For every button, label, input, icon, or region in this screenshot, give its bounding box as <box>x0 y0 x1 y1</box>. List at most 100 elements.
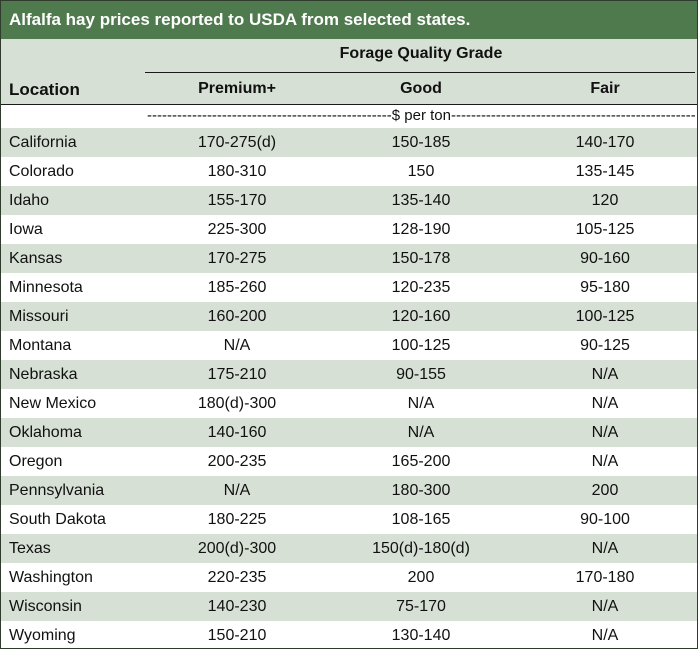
table-row: California 170-275(d) 150-185 140-170 <box>1 128 697 157</box>
column-header-premium: Premium+ <box>198 80 276 97</box>
cell-premium: 180(d)-300 <box>197 395 277 412</box>
cell-good: 130-140 <box>391 627 451 644</box>
cell-location: South Dakota <box>9 511 106 528</box>
cell-location: Montana <box>9 337 72 354</box>
cell-good: 120-160 <box>391 308 451 325</box>
cell-fair: N/A <box>591 424 619 441</box>
cell-fair: 90-125 <box>580 337 630 354</box>
cell-good: 165-200 <box>391 453 451 470</box>
cell-fair: N/A <box>591 453 619 470</box>
header-rule <box>1 104 697 105</box>
table-row: Wisconsin 140-230 75-170 N/A <box>1 592 697 621</box>
table-row: Kansas 170-275 150-178 90-160 <box>1 244 697 273</box>
cell-good: 120-235 <box>391 279 451 296</box>
cell-fair: N/A <box>591 598 619 615</box>
unit-label: ----------------------------------------… <box>147 107 695 124</box>
cell-fair: N/A <box>591 366 619 383</box>
cell-location: Nebraska <box>9 366 78 383</box>
cell-good: 180-300 <box>391 482 451 499</box>
cell-premium: 150-210 <box>207 627 267 644</box>
cell-location: Pennsylvania <box>9 482 105 499</box>
cell-good: N/A <box>407 395 435 412</box>
table-row: South Dakota 180-225 108-165 90-100 <box>1 505 697 534</box>
column-header-good: Good <box>400 80 442 97</box>
cell-location: Washington <box>9 569 93 586</box>
cell-fair: 90-160 <box>580 250 630 267</box>
cell-location: Wisconsin <box>9 598 82 615</box>
cell-fair: 200 <box>591 482 619 499</box>
table-row: Texas 200(d)-300 150(d)-180(d) N/A <box>1 534 697 563</box>
cell-premium: 180-225 <box>207 511 267 528</box>
cell-location: California <box>9 134 77 151</box>
cell-location: Minnesota <box>9 279 83 296</box>
unit-row <box>1 105 697 127</box>
cell-location: Iowa <box>9 221 43 238</box>
cell-good: 100-125 <box>391 337 451 354</box>
cell-fair: 105-125 <box>575 221 635 238</box>
cell-premium: 170-275(d) <box>197 134 277 151</box>
cell-location: Texas <box>9 540 51 557</box>
table-row: Missouri 160-200 120-160 100-125 <box>1 302 697 331</box>
column-header-location: Location <box>9 80 80 99</box>
group-header: Forage Quality Grade <box>339 45 503 62</box>
cell-good: 90-155 <box>396 366 446 383</box>
cell-good: 135-140 <box>391 192 451 209</box>
cell-premium: 220-235 <box>207 569 267 586</box>
table-row: Washington 220-235 200 170-180 <box>1 563 697 592</box>
table-body: California 170-275(d) 150-185 140-170 Colora… <box>1 128 697 650</box>
cell-fair: N/A <box>591 540 619 557</box>
cell-fair: N/A <box>591 627 619 644</box>
cell-good: N/A <box>407 424 435 441</box>
cell-location: Idaho <box>9 192 50 209</box>
cell-premium: 160-200 <box>207 308 267 325</box>
cell-premium: 170-275 <box>207 250 267 267</box>
cell-premium: 185-260 <box>207 279 267 296</box>
group-header-rule <box>145 72 695 73</box>
cell-good: 128-190 <box>391 221 451 238</box>
table-row: Montana N/A 100-125 90-125 <box>1 331 697 360</box>
cell-premium: 155-170 <box>207 192 267 209</box>
cell-fair: 170-180 <box>575 569 635 586</box>
cell-location: New Mexico <box>9 395 97 412</box>
table-row: Oregon 200-235 165-200 N/A <box>1 447 697 476</box>
cell-location: Kansas <box>9 250 63 267</box>
cell-premium: 180-310 <box>207 163 267 180</box>
cell-premium: 175-210 <box>207 366 267 383</box>
table-row: Colorado 180-310 150 135-145 <box>1 157 697 186</box>
table-row: Idaho 155-170 135-140 120 <box>1 186 697 215</box>
cell-fair: 135-145 <box>575 163 635 180</box>
table-row: Nebraska 175-210 90-155 N/A <box>1 360 697 389</box>
cell-location: Colorado <box>9 163 74 180</box>
table-title: Alfalfa hay prices reported to USDA from… <box>1 1 697 39</box>
cell-fair: 95-180 <box>580 279 630 296</box>
table-row: New Mexico 180(d)-300 N/A N/A <box>1 389 697 418</box>
cell-fair: 90-100 <box>580 511 630 528</box>
cell-premium: 140-230 <box>207 598 267 615</box>
cell-premium: N/A <box>223 482 251 499</box>
cell-fair: N/A <box>591 395 619 412</box>
cell-fair: 100-125 <box>575 308 635 325</box>
cell-premium: 200(d)-300 <box>197 540 277 557</box>
cell-good: 150-178 <box>391 250 451 267</box>
cell-good: 150-185 <box>391 134 451 151</box>
cell-good: 150 <box>407 163 435 180</box>
cell-good: 200 <box>407 569 435 586</box>
cell-good: 150(d)-180(d) <box>372 540 470 557</box>
cell-premium: N/A <box>223 337 251 354</box>
cell-location: Oregon <box>9 453 63 470</box>
cell-fair: 140-170 <box>575 134 635 151</box>
cell-premium: 200-235 <box>207 453 267 470</box>
table-row: Minnesota 185-260 120-235 95-180 <box>1 273 697 302</box>
cell-good: 108-165 <box>391 511 451 528</box>
cell-location: Wyoming <box>9 627 76 644</box>
cell-good: 75-170 <box>396 598 446 615</box>
table-row: Pennsylvania N/A 180-300 200 <box>1 476 697 505</box>
table-row: Iowa 225-300 128-190 105-125 <box>1 215 697 244</box>
cell-premium: 225-300 <box>207 221 267 238</box>
cell-premium: 140-160 <box>207 424 267 441</box>
table-row: Oklahoma 140-160 N/A N/A <box>1 418 697 447</box>
cell-location: Oklahoma <box>9 424 82 441</box>
table-row: Wyoming 150-210 130-140 N/A <box>1 621 697 650</box>
cell-fair: 120 <box>591 192 619 209</box>
